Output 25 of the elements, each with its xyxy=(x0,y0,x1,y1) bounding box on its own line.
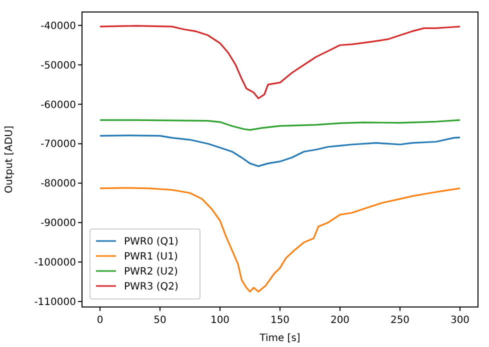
legend-label: PWR3 (Q2) xyxy=(124,282,179,292)
line-series xyxy=(99,25,461,100)
y-tick-label: -80000 xyxy=(40,178,76,190)
y-tick-label: -40000 xyxy=(40,20,76,32)
line-series xyxy=(99,187,461,292)
x-tick-label: 150 xyxy=(270,315,290,326)
y-axis-title: Output [ADU] xyxy=(4,126,15,194)
x-tick-label: 0 xyxy=(96,315,104,326)
x-tick-label: 50 xyxy=(154,315,166,326)
x-tick-label: 300 xyxy=(450,315,470,326)
legend-label: PWR1 (U1) xyxy=(124,252,178,262)
y-tick-label: -110000 xyxy=(34,296,76,308)
x-tick-label: 100 xyxy=(210,315,230,326)
y-tick-label: -50000 xyxy=(40,60,76,72)
y-tick-label: -100000 xyxy=(34,258,76,269)
line-series xyxy=(99,119,461,131)
x-tick-label: 200 xyxy=(330,315,350,326)
line-series xyxy=(99,134,461,168)
x-axis-title: Time [s] xyxy=(258,333,300,344)
legend-label: PWR2 (U2) xyxy=(124,266,178,278)
y-tick-label: -60000 xyxy=(40,100,76,111)
x-tick-label: 250 xyxy=(390,315,410,326)
y-tick-label: -70000 xyxy=(40,139,76,150)
legend-label: PWR0 (Q1) xyxy=(124,236,179,248)
y-tick-label: -90000 xyxy=(40,218,76,230)
